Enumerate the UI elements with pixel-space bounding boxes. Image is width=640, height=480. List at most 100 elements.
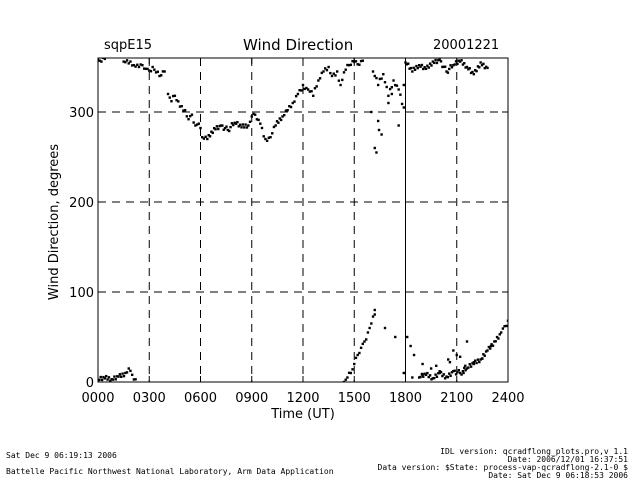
data-point bbox=[463, 366, 466, 370]
data-point bbox=[407, 62, 410, 65]
data-point bbox=[376, 119, 380, 123]
data-point bbox=[450, 371, 454, 374]
data-point bbox=[100, 378, 104, 382]
data-point bbox=[385, 85, 388, 89]
data-point bbox=[262, 135, 265, 138]
data-point bbox=[117, 375, 120, 378]
axis-ticks bbox=[97, 58, 509, 383]
data-point bbox=[433, 376, 436, 380]
data-point bbox=[361, 342, 364, 346]
y-axis-label: Wind Direction, degrees bbox=[47, 144, 62, 300]
footer-data-date: Date: Sat Dec 9 06:18:53 2006 bbox=[488, 471, 628, 480]
data-point bbox=[99, 375, 102, 379]
data-point bbox=[405, 63, 409, 66]
data-point bbox=[284, 109, 288, 112]
data-point bbox=[130, 64, 134, 67]
data-point bbox=[232, 123, 235, 127]
data-point bbox=[424, 67, 428, 70]
data-point bbox=[448, 361, 452, 364]
data-point bbox=[373, 308, 376, 312]
data-point bbox=[442, 373, 445, 376]
data-point bbox=[344, 68, 347, 71]
data-point bbox=[334, 74, 337, 77]
data-point bbox=[330, 74, 334, 78]
data-point bbox=[423, 66, 426, 69]
data-point bbox=[349, 371, 353, 375]
data-point bbox=[347, 64, 351, 67]
data-point bbox=[380, 77, 383, 80]
data-point bbox=[454, 60, 458, 63]
data-point bbox=[236, 120, 239, 124]
data-point bbox=[318, 77, 322, 80]
data-point bbox=[148, 69, 151, 72]
footer-institution: Battelle Pacific Northwest National Labo… bbox=[6, 467, 334, 476]
data-point bbox=[244, 123, 247, 126]
data-point bbox=[182, 109, 185, 112]
data-point bbox=[103, 377, 107, 380]
data-point bbox=[441, 374, 444, 378]
data-point bbox=[366, 331, 370, 334]
x-tick-label: 1800 bbox=[389, 391, 422, 406]
data-point bbox=[237, 125, 240, 128]
data-point bbox=[215, 125, 219, 128]
data-point bbox=[267, 136, 271, 139]
x-tick-label: 0900 bbox=[235, 391, 268, 406]
data-point bbox=[294, 94, 298, 98]
data-point bbox=[274, 124, 277, 127]
data-point bbox=[438, 371, 441, 375]
data-point bbox=[476, 65, 480, 68]
data-point bbox=[443, 377, 447, 380]
x-tick-label: 0300 bbox=[133, 391, 166, 406]
data-point bbox=[160, 74, 163, 77]
data-point bbox=[109, 379, 112, 382]
data-point bbox=[402, 371, 405, 375]
data-point bbox=[454, 373, 458, 376]
data-point bbox=[243, 126, 246, 129]
data-point bbox=[142, 67, 146, 70]
data-point bbox=[435, 61, 439, 65]
data-point bbox=[499, 331, 503, 334]
data-point bbox=[308, 90, 312, 93]
footer-run-date: Sat Dec 9 06:19:13 2006 bbox=[6, 451, 117, 460]
data-point bbox=[505, 324, 508, 328]
data-point bbox=[137, 65, 141, 69]
data-point bbox=[279, 118, 283, 122]
data-point bbox=[359, 346, 363, 349]
y-tick-label: 0 bbox=[86, 376, 94, 391]
data-point bbox=[478, 360, 481, 364]
data-point bbox=[241, 123, 245, 126]
data-point bbox=[487, 345, 491, 349]
data-point bbox=[136, 63, 139, 66]
x-axis-label: Time (UT) bbox=[270, 407, 335, 422]
data-point bbox=[458, 355, 462, 358]
data-point bbox=[472, 362, 476, 366]
data-point bbox=[212, 127, 216, 130]
data-point bbox=[472, 73, 476, 76]
data-point bbox=[370, 322, 373, 325]
data-point bbox=[204, 135, 207, 138]
data-point bbox=[238, 123, 242, 126]
data-point bbox=[192, 121, 195, 124]
data-point bbox=[255, 118, 259, 121]
data-point bbox=[277, 121, 280, 124]
data-point bbox=[390, 92, 394, 96]
data-point bbox=[464, 66, 467, 69]
data-point bbox=[458, 60, 462, 63]
data-point bbox=[156, 70, 159, 73]
axis-tick-labels: 0000 0300 0600 0900 1200 1500 1800 2100 2400 0 100… bbox=[69, 106, 524, 406]
data-point bbox=[301, 83, 305, 87]
data-point bbox=[430, 378, 433, 381]
data-point bbox=[260, 126, 264, 130]
data-point bbox=[382, 73, 385, 76]
data-point bbox=[264, 137, 267, 141]
data-point bbox=[361, 59, 364, 62]
data-point bbox=[450, 66, 454, 69]
data-point bbox=[415, 64, 418, 68]
data-point bbox=[445, 70, 448, 73]
data-point bbox=[371, 70, 375, 73]
data-point bbox=[461, 63, 465, 66]
data-point bbox=[458, 371, 462, 375]
data-point bbox=[177, 100, 180, 103]
data-point bbox=[190, 113, 194, 116]
